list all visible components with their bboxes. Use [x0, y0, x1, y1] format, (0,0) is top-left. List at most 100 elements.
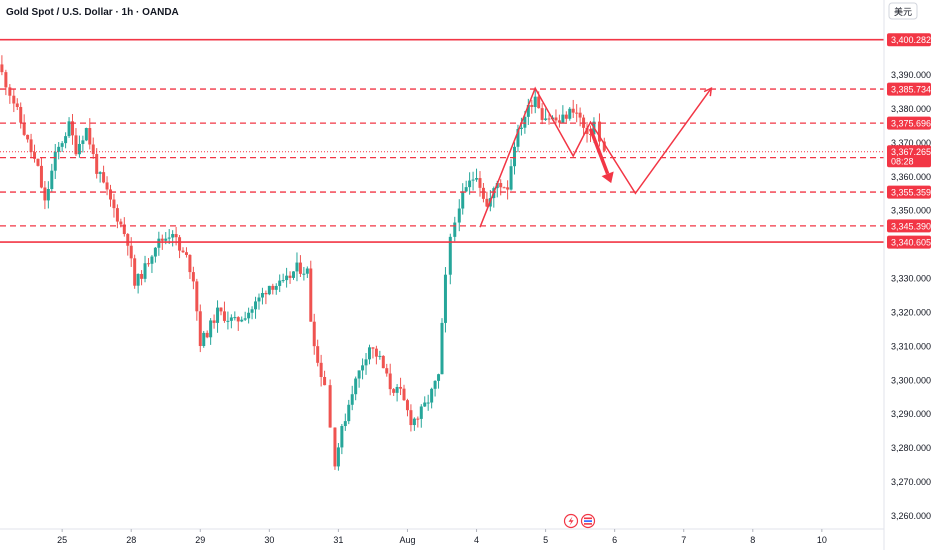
candle-body [328, 385, 332, 428]
event-markers[interactable] [563, 513, 596, 529]
candle-body [378, 355, 382, 357]
candle-body [33, 152, 37, 159]
y-tick-label: 3,310.000 [891, 341, 931, 351]
level-label: 3,400.282 [891, 35, 931, 45]
candle-body [305, 268, 309, 274]
candle-body [95, 154, 99, 174]
candle-body [585, 127, 589, 134]
candle-body [150, 256, 154, 264]
candle-body [74, 135, 78, 155]
candle-body [53, 151, 57, 171]
candle-body [381, 355, 385, 369]
candle-body [471, 179, 475, 181]
candle-body [216, 307, 220, 323]
projection-drawing [479, 86, 713, 228]
chart-title: Gold Spot / U.S. Dollar · 1h · OANDA [6, 7, 179, 18]
candle-body [178, 237, 182, 251]
candle-body [46, 189, 50, 201]
candle-body [564, 114, 568, 119]
candle-body [198, 311, 202, 346]
x-tick-label: 28 [126, 535, 136, 545]
x-tick-label: 7 [681, 535, 686, 545]
candle-body [126, 234, 130, 246]
candle-body [181, 250, 185, 253]
candle-body [481, 187, 485, 199]
y-tick-label: 3,270.000 [891, 477, 931, 487]
candle-body [133, 258, 137, 286]
candle-body [357, 370, 361, 379]
current-price-label-bg [887, 145, 931, 168]
candle-body [419, 406, 423, 419]
down-arrow-head [601, 171, 614, 184]
level-label-bg [887, 116, 931, 130]
candle-body [509, 166, 513, 190]
candle-body [15, 103, 19, 107]
candle-body [554, 117, 558, 121]
candle-body [343, 421, 347, 427]
candle-body [102, 172, 106, 183]
candle-body [347, 404, 351, 422]
candles [0, 55, 606, 471]
candle-body [43, 187, 47, 201]
candle-body [523, 116, 527, 128]
candle-body [278, 280, 282, 286]
candle-body [136, 273, 140, 286]
candle-body [416, 418, 420, 420]
candle-body [340, 426, 344, 448]
candle-body [98, 172, 102, 174]
candle-body [77, 143, 81, 155]
level-label-bg [887, 33, 931, 47]
level-label: 3,385.734 [891, 85, 931, 95]
candle-body [571, 108, 575, 113]
candle-body [105, 182, 109, 190]
level-labels: 3,400.2823,385.7343,375.6963,365.5273,35… [887, 33, 931, 249]
flag-icon[interactable] [580, 513, 596, 529]
candle-body [257, 297, 261, 302]
y-tick-label: 3,360.000 [891, 172, 931, 182]
candle-body [219, 307, 223, 312]
candle-body [485, 198, 489, 207]
y-tick-label: 3,350.000 [891, 206, 931, 216]
candle-body [295, 262, 299, 272]
candle-body [437, 374, 441, 381]
candle-body [267, 285, 271, 295]
candle-body [288, 275, 292, 278]
x-tick-label: 30 [264, 535, 274, 545]
candle-body [281, 280, 285, 282]
candle-body [222, 311, 226, 321]
candle-body [129, 245, 133, 259]
y-tick-label: 3,290.000 [891, 409, 931, 419]
candle-body [374, 348, 378, 357]
candle-body [191, 272, 195, 282]
price-levels [0, 38, 884, 243]
candle-body [316, 346, 320, 363]
candle-body [502, 187, 506, 189]
candle-body [499, 183, 503, 188]
candle-body [119, 221, 123, 225]
candle-body [457, 208, 461, 223]
candle-body [202, 332, 206, 346]
candle-body [12, 95, 16, 104]
y-tick-label: 3,280.000 [891, 443, 931, 453]
candle-body [506, 187, 510, 190]
level-label-bg [887, 82, 931, 96]
level-label-bg [887, 235, 931, 249]
currency-label[interactable]: 美元 [894, 6, 912, 17]
candle-body [250, 309, 254, 313]
candle-body [236, 317, 240, 322]
candle-body [385, 368, 389, 374]
candle-body [39, 165, 43, 188]
currency-selector[interactable]: 美元 [888, 2, 918, 20]
candle-body [115, 208, 119, 222]
candle-body [50, 170, 54, 190]
candle-body [364, 359, 368, 366]
level-label: 3,375.696 [891, 119, 931, 129]
lightning-icon[interactable] [563, 513, 579, 529]
candle-body [323, 376, 327, 386]
current-price-label: 3,367.265 [891, 147, 931, 157]
candle-body [430, 388, 434, 403]
y-tick-label: 3,380.000 [891, 104, 931, 114]
